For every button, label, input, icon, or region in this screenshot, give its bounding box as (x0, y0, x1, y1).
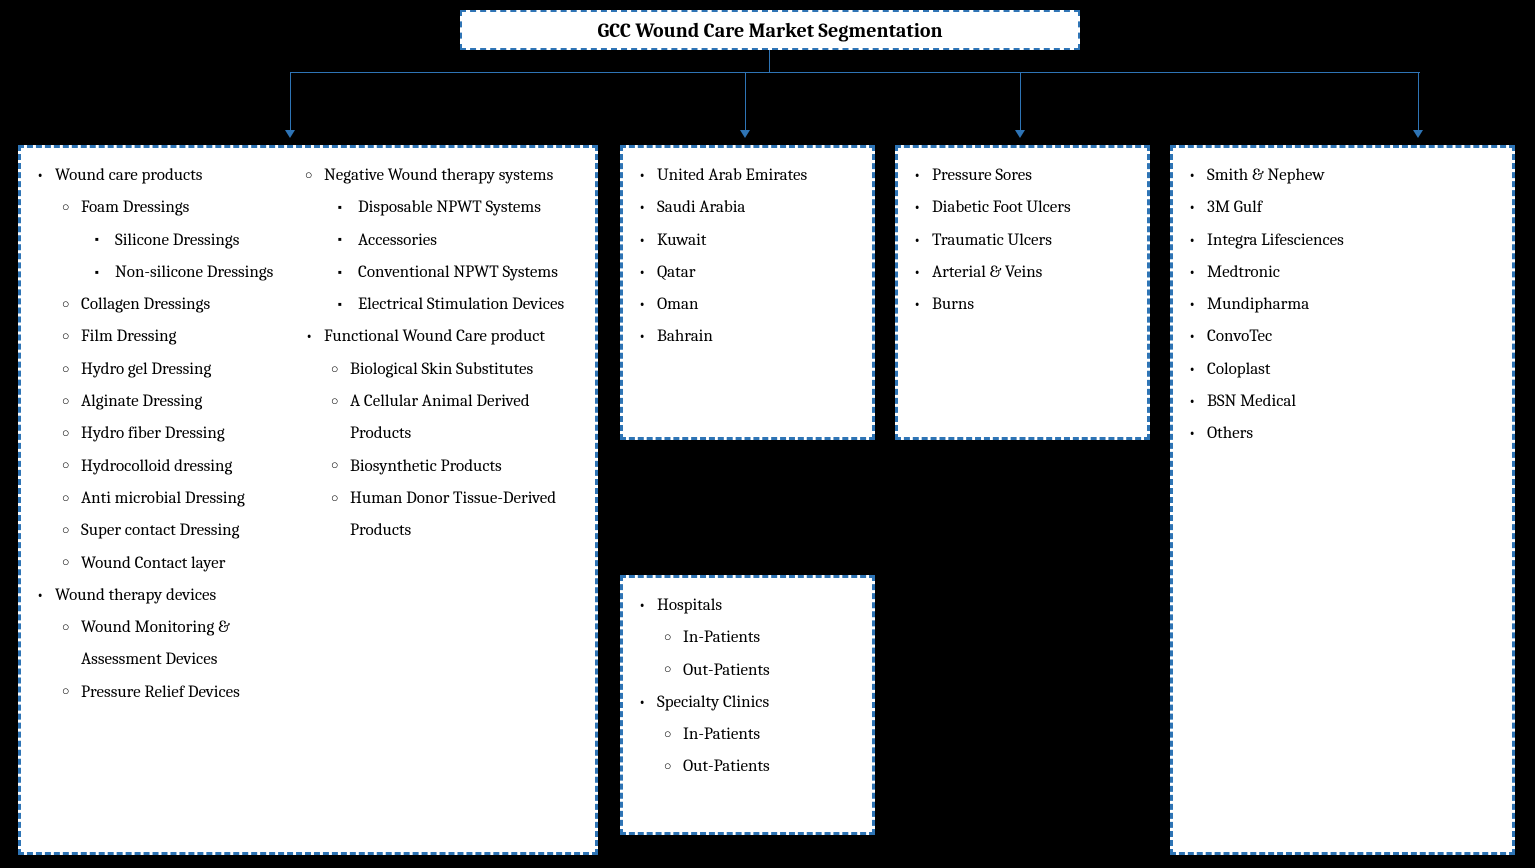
segment-end-users: Hospitals In-Patients Out-Patients Speci… (620, 575, 875, 835)
connector-stub (769, 50, 770, 72)
company-convotec: ConvoTec (1207, 321, 1496, 353)
type-diabetic-foot: Diabetic Foot Ulcers (932, 192, 1131, 224)
country-uae: United Arab Emirates (657, 160, 856, 192)
item-human-donor: Human Donor Tissue-Derived Products (350, 483, 579, 548)
item-hydrofiber: Hydro fiber Dressing (81, 418, 302, 450)
item-antimicrobial: Anti microbial Dressing (81, 483, 302, 515)
item-disposable-npwt: Disposable NPWT Systems (358, 192, 579, 224)
connector-drop-1 (290, 72, 291, 132)
type-traumatic: Traumatic Ulcers (932, 225, 1131, 257)
clinics-outpatients: Out-Patients (683, 751, 856, 783)
connector-drop-3 (1020, 72, 1021, 132)
arrow-2 (740, 130, 750, 138)
item-conventional-npwt: Conventional NPWT Systems (358, 257, 579, 289)
segment-countries: United Arab Emirates Saudi Arabia Kuwait… (620, 145, 875, 440)
country-saudi: Saudi Arabia (657, 192, 856, 224)
country-bahrain: Bahrain (657, 321, 856, 353)
hospitals-outpatients: Out-Patients (683, 655, 856, 687)
company-mundipharma: Mundipharma (1207, 289, 1496, 321)
type-arterial: Arterial & Veins (932, 257, 1131, 289)
connector-hbar (290, 72, 1420, 73)
item-hydrocolloid: Hydrocolloid dressing (81, 451, 302, 483)
products-col-left: Wound care products Foam Dressings Silic… (25, 160, 302, 709)
country-oman: Oman (657, 289, 856, 321)
type-pressure-sores: Pressure Sores (932, 160, 1131, 192)
hospitals-inpatients: In-Patients (683, 622, 856, 654)
enduser-hospitals: Hospitals (657, 596, 722, 615)
item-contact-layer: Wound Contact layer (81, 548, 302, 580)
item-alginate: Alginate Dressing (81, 386, 302, 418)
item-npwt: Negative Wound therapy systems (324, 166, 553, 185)
item-accessories: Accessories (358, 225, 579, 257)
country-kuwait: Kuwait (657, 225, 856, 257)
company-integra: Integra Lifesciences (1207, 225, 1496, 257)
enduser-clinics: Specialty Clinics (657, 693, 769, 712)
heading-wound-care-products: Wound care products (55, 166, 202, 185)
item-biosynthetic: Biosynthetic Products (350, 451, 579, 483)
company-medtronic: Medtronic (1207, 257, 1496, 289)
country-qatar: Qatar (657, 257, 856, 289)
products-col-right: Negative Wound therapy systems Disposabl… (302, 160, 579, 709)
item-electrical-stim: Electrical Stimulation Devices (358, 289, 579, 321)
item-non-silicone-dressings: Non-silicone Dressings (115, 257, 302, 289)
item-acellular: A Cellular Animal Derived Products (350, 386, 579, 451)
arrow-4 (1413, 130, 1423, 138)
diagram-title: GCC Wound Care Market Segmentation (460, 10, 1080, 50)
arrow-3 (1015, 130, 1025, 138)
item-hydrogel: Hydro gel Dressing (81, 354, 302, 386)
company-coloplast: Coloplast (1207, 354, 1496, 386)
company-others: Others (1207, 418, 1496, 450)
heading-therapy-devices: Wound therapy devices (55, 586, 216, 605)
item-foam-dressings: Foam Dressings (81, 198, 189, 217)
item-biological-skin: Biological Skin Substitutes (350, 354, 579, 386)
segment-wound-types: Pressure Sores Diabetic Foot Ulcers Trau… (895, 145, 1150, 440)
company-bsn: BSN Medical (1207, 386, 1496, 418)
connector-drop-4 (1418, 72, 1419, 132)
item-collagen: Collagen Dressings (81, 289, 302, 321)
company-smith-nephew: Smith & Nephew (1207, 160, 1496, 192)
company-3m: 3M Gulf (1207, 192, 1496, 224)
item-pressure-relief: Pressure Relief Devices (81, 677, 302, 709)
segment-products: Wound care products Foam Dressings Silic… (18, 145, 598, 855)
item-silicone-dressings: Silicone Dressings (115, 225, 302, 257)
arrow-1 (285, 130, 295, 138)
connector-drop-2 (745, 72, 746, 132)
type-burns: Burns (932, 289, 1131, 321)
item-supercontact: Super contact Dressing (81, 515, 302, 547)
heading-functional: Functional Wound Care product (324, 327, 545, 346)
item-film: Film Dressing (81, 321, 302, 353)
item-monitoring: Wound Monitoring & Assessment Devices (81, 612, 302, 677)
segment-companies: Smith & Nephew 3M Gulf Integra Lifescien… (1170, 145, 1515, 855)
clinics-inpatients: In-Patients (683, 719, 856, 751)
